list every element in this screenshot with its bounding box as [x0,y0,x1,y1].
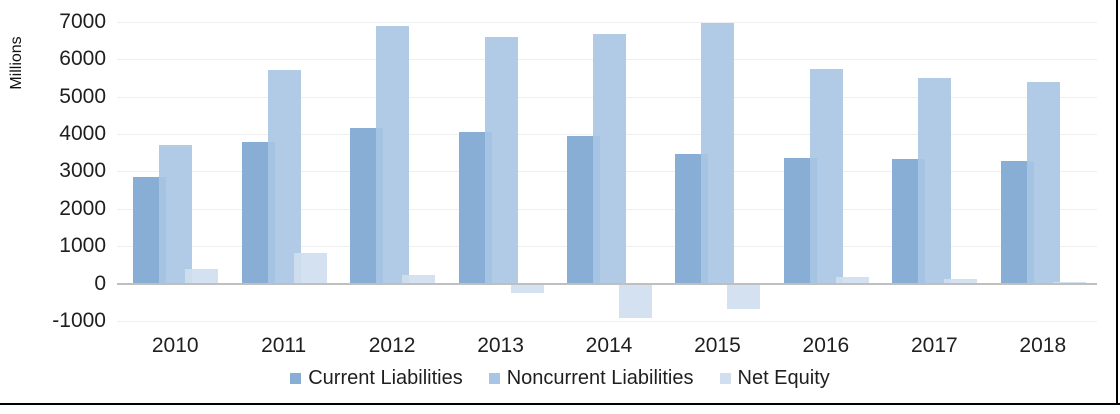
bar-net-equity-2010 [185,268,219,284]
x-axis-label: 2013 [477,334,524,357]
bar-noncurrent-liabilities-2016 [809,68,843,284]
gridline [117,22,1097,24]
frame-border-bottom [0,403,1120,405]
legend-item: Current Liabilities [290,367,463,390]
x-axis-label: 2012 [368,334,416,357]
x-axis-label: 2014 [585,334,633,357]
bar-noncurrent-liabilities-2011 [267,69,301,284]
frame-border-right [1116,0,1118,405]
legend-label: Net Equity [737,367,830,389]
bar-noncurrent-liabilities-2014 [593,34,626,284]
legend: Current Liabilities Noncurrent Liabilitie… [0,367,1120,390]
x-axis-label: 2017 [910,334,958,357]
legend-swatch-icon [719,373,731,384]
zero-axis-line [117,282,1097,285]
bar-net-equity-2015 [727,283,761,309]
bar-noncurrent-liabilities-2010 [159,145,193,284]
bar-net-equity-2016 [835,276,869,284]
legend-label: Noncurrent Liabilities [506,367,694,389]
legend-item: Noncurrent Liabilities [488,367,694,390]
x-axis-label: 2015 [694,334,741,357]
x-axis-label: 2018 [1019,334,1067,357]
bar-noncurrent-liabilities-2013 [484,36,518,284]
y-tick-label: -1000 [52,308,106,332]
y-tick-label: 7000 [59,10,106,34]
bar-net-equity-2014 [619,283,652,319]
y-tick-label: 5000 [59,84,106,108]
y-tick-label: 2000 [59,196,106,220]
y-tick-label: 0 [94,271,106,295]
x-axis-label: 2010 [151,334,199,357]
x-axis-label: 2016 [802,334,850,357]
legend-swatch-icon [290,373,302,384]
legend-swatch-icon [488,373,500,384]
bar-noncurrent-liabilities-2012 [376,25,410,284]
y-tick-label: 3000 [59,159,106,183]
legend-item: Net Equity [719,367,830,390]
gridline [117,320,1097,322]
bar-noncurrent-liabilities-2018 [1026,81,1060,284]
x-axis-label: 2011 [261,334,307,357]
bar-net-equity-2011 [293,252,327,284]
legend-label: Current Liabilities [308,367,463,389]
y-tick-label: 6000 [59,47,106,71]
bar-net-equity-2012 [402,274,436,284]
bar-noncurrent-liabilities-2017 [918,78,952,284]
bar-net-equity-2013 [510,283,544,294]
y-tick-label: 1000 [59,234,106,258]
bar-net-equity-2017 [944,279,978,284]
y-tick-label: 4000 [59,122,106,146]
bar-noncurrent-liabilities-2015 [701,22,735,284]
